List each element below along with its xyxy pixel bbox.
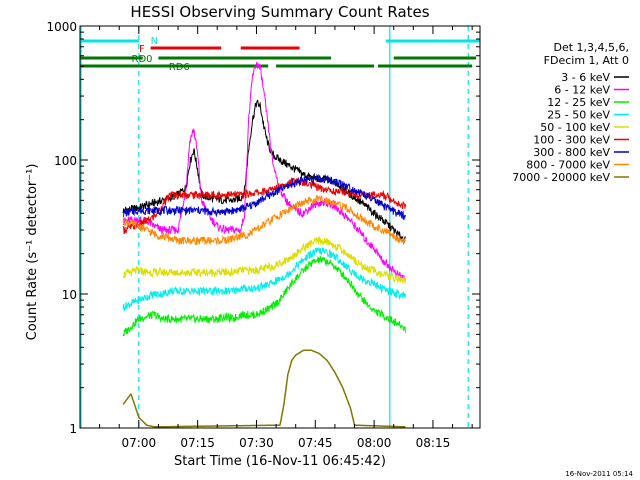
legend-label: 6 - 12 keV [554,84,610,97]
y-tick-label: 1 [69,422,77,436]
legend-label: 100 - 300 keV [533,134,610,147]
legend: Det 1,3,4,5,6, FDecim 1, Att 0 3 - 6 keV… [512,41,629,184]
plot-frame [79,25,481,429]
y-tick-label: 100 [54,154,77,168]
series-line-2 [122,256,406,337]
x-tick-label: 07:00 [122,436,157,450]
legend-label: 300 - 800 keV [533,146,610,159]
axes: 1 10 100 1000 07:00 07:15 07:30 07:45 08:00 08:15 [46,20,481,450]
chart-title: HESSI Observing Summary Count Rates [130,3,429,21]
legend-label: 3 - 6 keV [561,71,610,84]
x-axis-label: Start Time (16-Nov-11 06:45:42) [174,454,386,469]
series-line-8 [122,349,406,428]
series-line-5 [122,177,406,235]
y-axis-label: Count Rate (s⁻¹ detector⁻¹) [25,164,40,341]
legend-label: 800 - 7000 keV [526,159,610,172]
x-tick-label: 07:45 [298,436,333,450]
state-label-f: F [139,44,145,55]
footer-date: 16-Nov-2011 05:14 [565,470,633,478]
y-tick-label: 10 [62,288,77,302]
legend-header-line-1: Det 1,3,4,5,6, [553,41,629,54]
state-label-n: N [151,36,158,47]
state-label-rd0: RD0 [132,54,153,65]
x-tick-label: 08:15 [416,436,451,450]
series-lines [122,61,406,428]
legend-label: 25 - 50 keV [547,109,610,122]
x-tick-label: 08:00 [357,436,392,450]
x-tick-label: 07:15 [180,436,215,450]
state-label-rd6: RD6 [169,62,190,73]
series-line-3 [122,246,406,312]
legend-label: 50 - 100 keV [540,121,610,134]
series-line-0 [122,99,406,245]
legend-header-line-2: FDecim 1, Att 0 [544,54,629,67]
legend-label: 12 - 25 keV [547,96,610,109]
series-line-7 [122,194,406,246]
series-line-6 [123,173,406,220]
series-line-4 [122,235,406,285]
y-tick-label: 1000 [46,20,77,34]
x-tick-label: 07:30 [239,436,274,450]
series-line-1 [122,61,406,282]
legend-label: 7000 - 20000 keV [512,171,610,184]
